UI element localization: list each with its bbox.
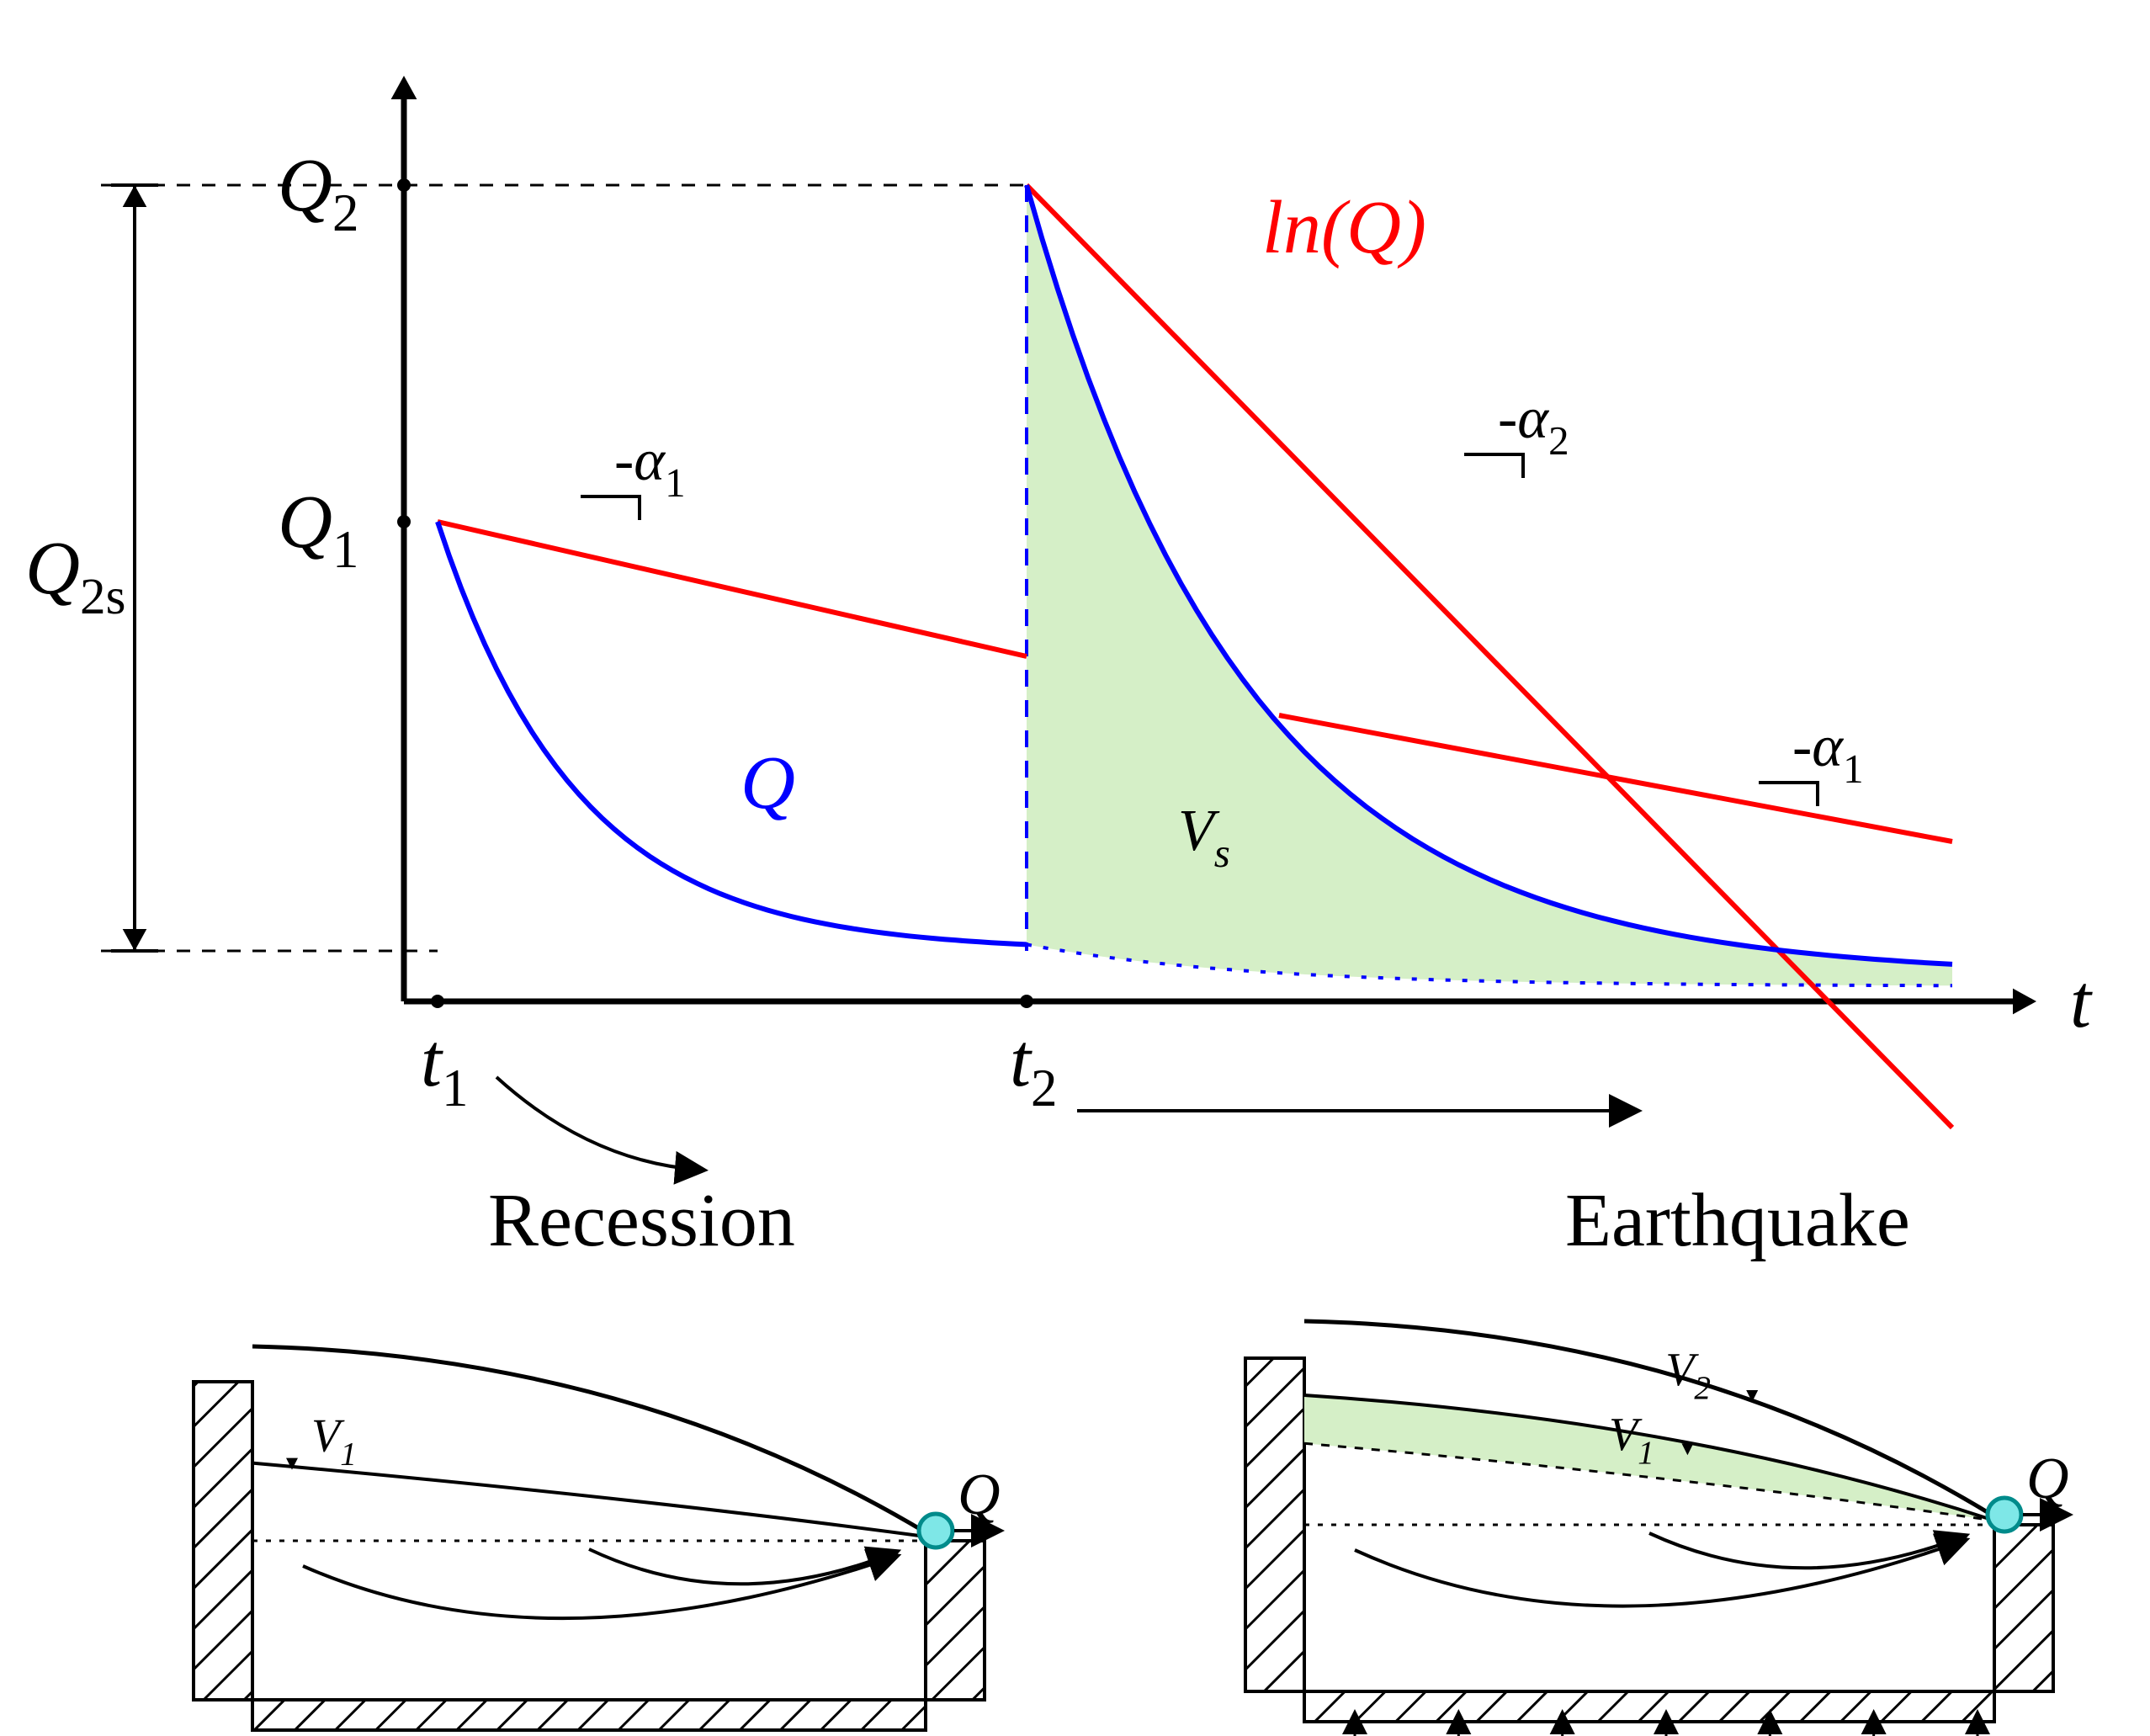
vs-shaded-area [1027,185,1952,985]
tick-label-t2: t2 [1010,1019,1058,1118]
axis-label-t: t [2070,960,2093,1043]
axis-label-q2s: Q2s [25,527,125,625]
hydrograph-diagram: t Q1 Q2 Q2s t1 t2 ln(Q) Q -α1 -α2 -α1 Vs [0,0,2150,1736]
label-lnq: ln(Q) [1262,186,1426,269]
label-q-spring: Q [958,1463,1001,1527]
q-curve-recession [438,522,1027,944]
tick-label-t1: t1 [421,1019,469,1118]
label-recession: Recession [488,1179,795,1262]
tick-t2 [1020,995,1033,1008]
lnq-seg-a [438,522,1027,656]
slope-marker-alpha1-right [1759,783,1818,806]
main-chart: t Q1 Q2 Q2s t1 t2 ln(Q) Q -α1 -α2 -α1 Vs [25,76,2093,1262]
label-v1: V1 [311,1410,357,1473]
recession-arrow [496,1077,698,1170]
label-q-curve: Q [741,741,795,825]
label-earthquake: Earthquake [1565,1179,1910,1262]
label-alpha1-right: -α1 [1792,714,1864,792]
axis-label-q1: Q1 [278,480,359,579]
label-alpha2: -α2 [1498,386,1569,464]
aquifer-diagram-recession: V1 Q [194,1346,1001,1730]
label-alpha1-left: -α1 [614,428,686,506]
slope-marker-alpha1-left [581,496,640,520]
label-v2: V2 [1665,1344,1711,1406]
tick-q2 [397,178,411,192]
tick-q1 [397,515,411,528]
axis-label-q2: Q2 [278,144,359,242]
label-q-spring: Q [2026,1447,2069,1511]
slope-marker-alpha2 [1464,454,1523,478]
aquifer-diagram-earthquake: V2V1QB [1245,1321,2069,1736]
tick-t1 [431,995,444,1008]
